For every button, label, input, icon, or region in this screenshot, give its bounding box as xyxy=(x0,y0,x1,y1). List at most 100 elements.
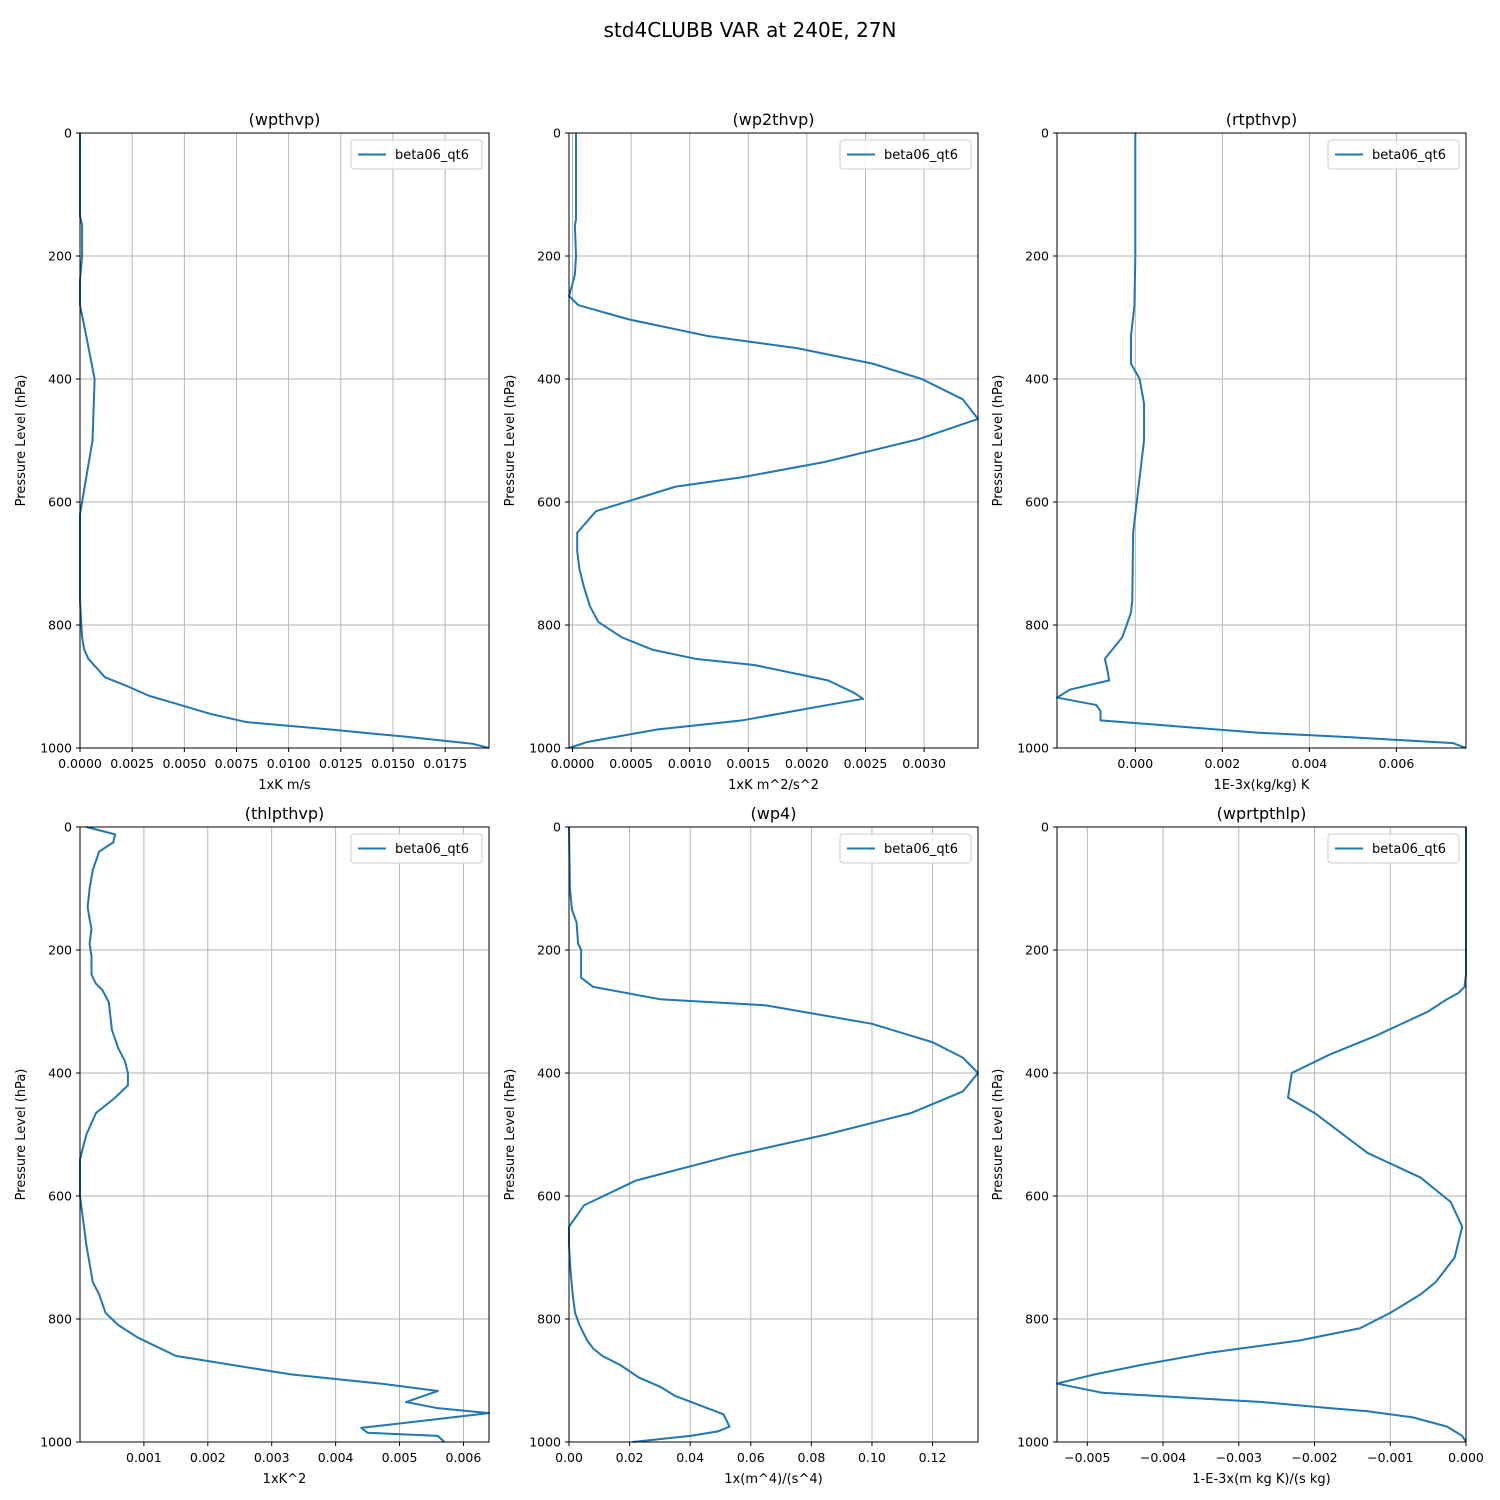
y-tick-label: 600 xyxy=(48,1189,72,1204)
legend-label: beta06_qt6 xyxy=(1372,148,1446,163)
x-tick-label: 0.000 xyxy=(1448,1450,1484,1465)
y-tick-label: 800 xyxy=(48,1312,72,1327)
series-line xyxy=(79,133,490,749)
y-tick-label: 800 xyxy=(1025,1312,1049,1327)
y-axis-label: Pressure Level (hPa) xyxy=(503,1069,518,1201)
legend: beta06_qt6 xyxy=(350,833,483,864)
series-line xyxy=(568,826,979,1443)
x-tick-label: 0.0025 xyxy=(110,756,154,771)
x-tick-label: 0.0025 xyxy=(844,756,888,771)
y-tick-label: 600 xyxy=(1025,495,1049,510)
x-tick-label: 0.0005 xyxy=(609,756,653,771)
y-tick-label: 800 xyxy=(1025,618,1049,633)
x-tick-label: −0.001 xyxy=(1367,1450,1413,1465)
y-tick-label: 800 xyxy=(537,1312,561,1327)
grid xyxy=(80,826,489,1443)
legend: beta06_qt6 xyxy=(1327,833,1460,864)
legend-box xyxy=(350,139,483,170)
subplot-4: 0.001 0.002 0.003 0.004 0.005 0.006 0 200 400 600… xyxy=(14,804,490,1487)
subplot-grid: 0.0000 0.0025 0.0050 0.0075 0.0100 0.0125 0.01… xyxy=(14,110,1484,1487)
y-tick-label: 1000 xyxy=(529,741,561,756)
x-tick-label: 0.0030 xyxy=(902,756,946,771)
subplot-2: 0.0000 0.0005 0.0010 0.0015 0.0020 0.0025 0.00… xyxy=(503,110,979,793)
y-tick-label: 200 xyxy=(48,249,72,264)
subplot-title: (rtpthvp) xyxy=(1226,110,1298,129)
y-tick-label: 600 xyxy=(48,495,72,510)
x-axis-label: 1E-3x(kg/kg) K xyxy=(1214,778,1310,793)
legend: beta06_qt6 xyxy=(839,833,972,864)
x-tick-label: 0.0075 xyxy=(215,756,259,771)
x-tick-label: 0.0000 xyxy=(551,756,595,771)
x-axis-label: 1-E-3x(m kg K)/(s kg) xyxy=(1192,1472,1330,1487)
y-tick-label: 400 xyxy=(1025,372,1049,387)
series-line xyxy=(568,133,979,749)
y-tick-label: 1000 xyxy=(529,1435,561,1450)
legend: beta06_qt6 xyxy=(839,139,972,170)
series-line xyxy=(79,826,490,1443)
y-tick-label: 0 xyxy=(1041,820,1049,835)
subplot-6: −0.005 −0.004 −0.003 −0.002 −0.001 0.000 0 200 4… xyxy=(991,804,1484,1487)
legend-label: beta06_qt6 xyxy=(884,148,958,163)
x-tick-label: 0.02 xyxy=(616,1450,644,1465)
x-tick-label: 0.0100 xyxy=(267,756,311,771)
y-axis-label: Pressure Level (hPa) xyxy=(14,1069,29,1201)
y-tick-label: 400 xyxy=(48,372,72,387)
y-tick-label: 200 xyxy=(48,943,72,958)
y-tick-label: 1000 xyxy=(40,1435,72,1450)
y-tick-label: 200 xyxy=(537,249,561,264)
x-tick-label: 0.006 xyxy=(1378,756,1414,771)
x-tick-label: 0.004 xyxy=(1291,756,1327,771)
y-tick-label: 400 xyxy=(48,1066,72,1081)
y-tick-label: 0 xyxy=(553,126,561,141)
x-tick-label: 0.004 xyxy=(318,1450,354,1465)
legend-box xyxy=(1327,139,1460,170)
axes-frame xyxy=(568,826,979,1443)
legend: beta06_qt6 xyxy=(350,139,483,170)
y-tick-label: 200 xyxy=(537,943,561,958)
x-tick-label: 0.0015 xyxy=(726,756,770,771)
x-tick-label: 0.0125 xyxy=(319,756,363,771)
y-tick-label: 800 xyxy=(48,618,72,633)
x-axis-label: 1x(m^4)/(s^4) xyxy=(724,1472,822,1487)
axes-frame xyxy=(79,826,490,1443)
x-tick-label: 0.003 xyxy=(254,1450,290,1465)
x-tick-label: 0.00 xyxy=(555,1450,583,1465)
subplot-title: (wprtpthlp) xyxy=(1217,804,1307,823)
subplot-title: (wp4) xyxy=(751,804,797,823)
x-tick-label: −0.004 xyxy=(1140,1450,1186,1465)
y-tick-label: 600 xyxy=(1025,1189,1049,1204)
grid xyxy=(79,132,489,749)
figure-title: std4CLUBB VAR at 240E, 27N xyxy=(604,18,897,42)
x-tick-label: 0.04 xyxy=(676,1450,704,1465)
legend-box xyxy=(1327,833,1460,864)
y-tick-label: 0 xyxy=(1041,126,1049,141)
x-axis-label: 1xK m/s xyxy=(258,778,311,793)
series-line xyxy=(1056,827,1467,1443)
x-tick-label: −0.003 xyxy=(1216,1450,1262,1465)
y-tick-label: 800 xyxy=(537,618,561,633)
x-tick-label: −0.002 xyxy=(1291,1450,1337,1465)
x-tick-label: 0.08 xyxy=(797,1450,825,1465)
subplot-title: (wp2thvp) xyxy=(733,110,815,129)
x-tick-label: 0.0010 xyxy=(668,756,712,771)
series-line xyxy=(1056,133,1467,749)
x-axis-label: 1xK m^2/s^2 xyxy=(728,778,819,793)
grid xyxy=(568,826,978,1443)
legend-label: beta06_qt6 xyxy=(395,842,469,857)
y-tick-label: 600 xyxy=(537,495,561,510)
y-tick-label: 0 xyxy=(64,126,72,141)
x-tick-label: 0.0020 xyxy=(785,756,829,771)
axes-frame xyxy=(568,132,979,749)
x-tick-label: 0.005 xyxy=(382,1450,418,1465)
subplot-title: (wpthvp) xyxy=(249,110,321,129)
x-tick-label: 0.10 xyxy=(858,1450,886,1465)
x-tick-label: −0.005 xyxy=(1064,1450,1110,1465)
axes-frame xyxy=(1056,132,1467,749)
subplot-3: 0.000 0.002 0.004 0.006 0 200 400 600 800 1000 (rt… xyxy=(991,110,1467,793)
legend-label: beta06_qt6 xyxy=(395,148,469,163)
axes-frame xyxy=(79,132,490,749)
x-tick-label: 0.001 xyxy=(126,1450,162,1465)
grid xyxy=(1057,826,1467,1443)
grid xyxy=(1057,132,1466,749)
